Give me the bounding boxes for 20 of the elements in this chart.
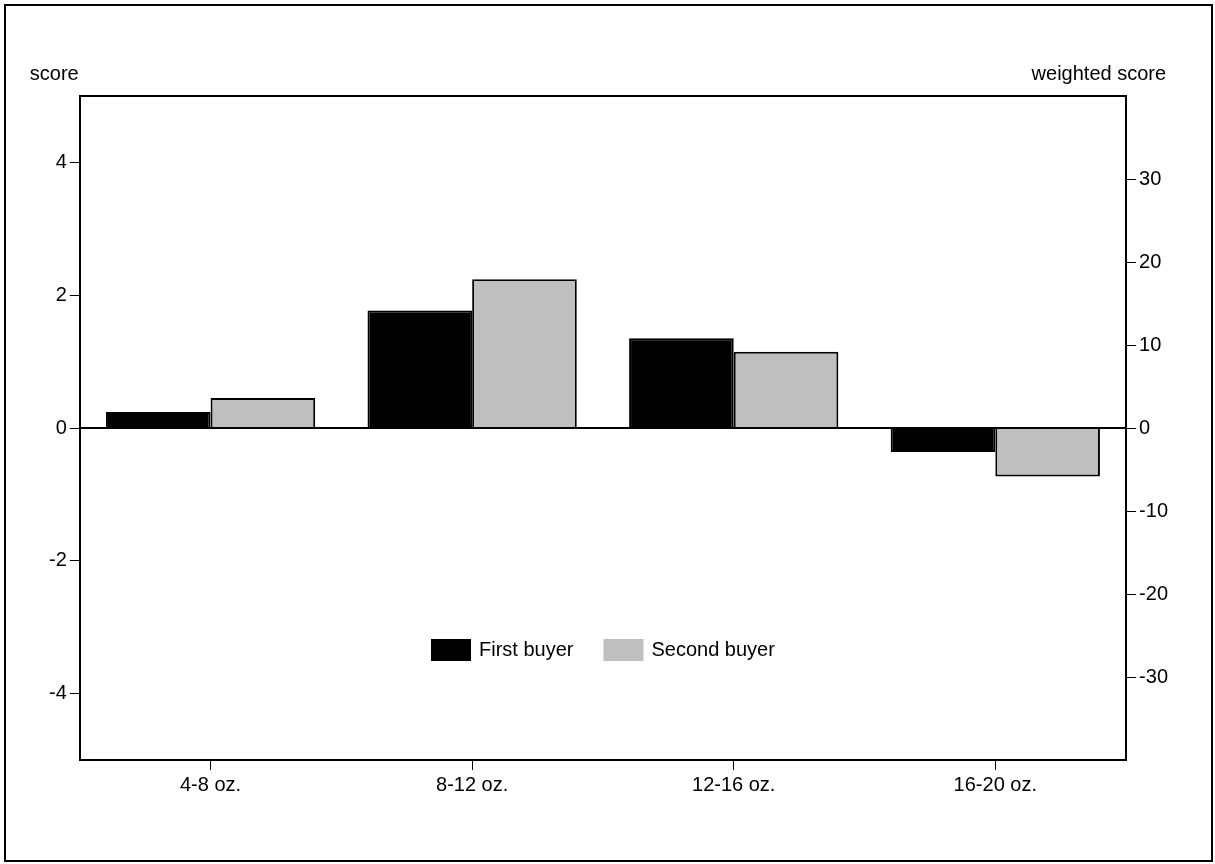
y-tick-label: 4 [55,149,67,172]
y2-tick-label: 20 [1139,249,1162,272]
y2-tick-label: 0 [1139,415,1151,438]
y-tick-label: -2 [48,548,67,571]
x-tick-label: 8-12 oz. [436,772,509,795]
y2-axis-title: weighted score [1030,61,1167,84]
legend-label: First buyer [479,637,574,660]
y-tick-label: 0 [55,415,67,438]
y2-tick-label: -10 [1139,498,1168,521]
y2-tick-label: 30 [1139,166,1162,189]
x-tick-label: 4-8 oz. [179,772,242,795]
x-tick-label: 12-16 oz. [692,772,776,795]
legend-label: Second buyer [651,637,776,660]
y2-tick-label: -20 [1139,581,1168,604]
x-tick-label: 16-20 oz. [953,772,1037,795]
y-tick-label: -4 [48,681,67,704]
y-axis-title: score [29,61,79,84]
y2-tick-label: -30 [1139,664,1168,687]
y2-tick-label: 10 [1139,332,1162,355]
y-tick-label: 2 [55,282,67,305]
